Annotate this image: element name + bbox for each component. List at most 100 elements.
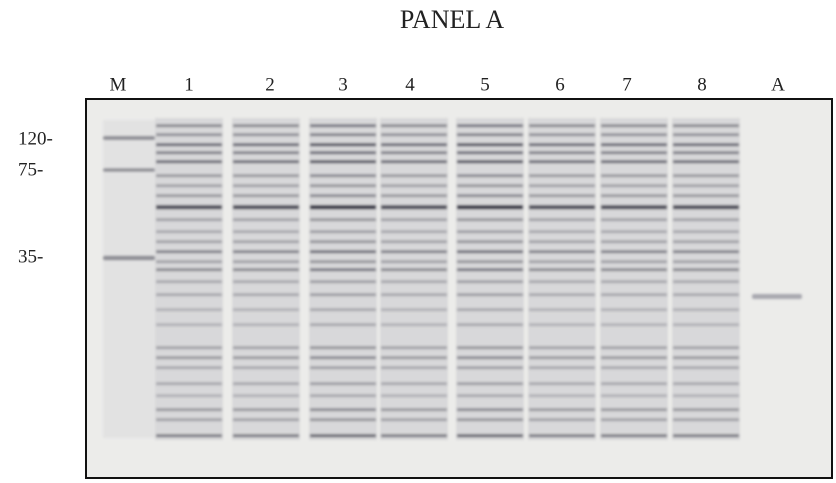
protein-band — [233, 260, 299, 263]
protein-band — [529, 151, 595, 154]
lane-smear — [309, 118, 377, 440]
protein-band — [156, 268, 222, 271]
protein-band — [381, 160, 447, 163]
protein-band — [673, 293, 739, 296]
protein-band — [601, 356, 667, 359]
protein-band — [673, 250, 739, 253]
protein-band — [381, 308, 447, 311]
protein-band — [529, 418, 595, 421]
protein-band — [156, 143, 222, 146]
protein-band — [233, 293, 299, 296]
protein-band — [381, 133, 447, 136]
protein-band — [310, 205, 376, 209]
protein-band — [529, 356, 595, 359]
protein-band — [529, 308, 595, 311]
protein-band — [457, 133, 523, 136]
protein-band — [457, 356, 523, 359]
protein-band — [601, 151, 667, 154]
protein-band — [457, 394, 523, 397]
protein-band — [233, 366, 299, 369]
protein-band — [310, 382, 376, 385]
protein-band — [156, 260, 222, 263]
protein-band — [381, 151, 447, 154]
protein-band — [673, 260, 739, 263]
protein-band — [457, 143, 523, 146]
protein-band — [457, 323, 523, 326]
protein-band — [381, 250, 447, 253]
protein-band — [381, 356, 447, 359]
lane-label: A — [771, 74, 785, 95]
protein-band — [381, 394, 447, 397]
lane-label: 6 — [555, 74, 565, 95]
protein-band — [529, 230, 595, 233]
protein-band — [529, 218, 595, 221]
lane-label: 8 — [697, 74, 707, 95]
lane-smear — [232, 118, 300, 440]
protein-band — [601, 240, 667, 243]
protein-band — [233, 240, 299, 243]
protein-band — [156, 194, 222, 197]
lane-label: 1 — [184, 74, 194, 95]
protein-band — [310, 151, 376, 154]
marker-label: 35- — [18, 246, 43, 267]
protein-band — [156, 434, 222, 437]
protein-band — [381, 280, 447, 283]
protein-band — [381, 230, 447, 233]
protein-band — [529, 194, 595, 197]
protein-band — [529, 184, 595, 187]
protein-band — [457, 205, 523, 209]
protein-band — [673, 280, 739, 283]
protein-band — [529, 250, 595, 253]
lane-label: 5 — [480, 74, 490, 95]
protein-band — [601, 218, 667, 221]
protein-band — [673, 418, 739, 421]
protein-band — [156, 133, 222, 136]
protein-band — [156, 218, 222, 221]
protein-band — [673, 151, 739, 154]
protein-band — [673, 268, 739, 271]
protein-band — [233, 418, 299, 421]
protein-band — [601, 394, 667, 397]
protein-band — [233, 382, 299, 385]
protein-band — [233, 194, 299, 197]
protein-band — [310, 218, 376, 221]
protein-band — [233, 151, 299, 154]
protein-band — [529, 434, 595, 437]
protein-band — [601, 194, 667, 197]
panel-title: PANEL A — [400, 5, 504, 34]
protein-band — [601, 408, 667, 411]
protein-band — [381, 408, 447, 411]
protein-band — [156, 418, 222, 421]
protein-band — [156, 356, 222, 359]
protein-band — [673, 240, 739, 243]
protein-band — [601, 346, 667, 349]
protein-band — [673, 133, 739, 136]
protein-band — [156, 151, 222, 154]
protein-band — [601, 382, 667, 385]
protein-band — [156, 230, 222, 233]
protein-band — [381, 205, 447, 209]
protein-band — [233, 205, 299, 209]
protein-band — [381, 382, 447, 385]
protein-band — [233, 356, 299, 359]
protein-band — [457, 160, 523, 163]
protein-band — [381, 143, 447, 146]
protein-band — [310, 394, 376, 397]
protein-band — [310, 356, 376, 359]
protein-band — [457, 218, 523, 221]
protein-band — [233, 434, 299, 437]
protein-band — [156, 124, 222, 127]
protein-band — [381, 194, 447, 197]
protein-band — [529, 366, 595, 369]
protein-band — [156, 240, 222, 243]
protein-band — [673, 308, 739, 311]
lane-label: 4 — [405, 74, 415, 95]
protein-band — [673, 366, 739, 369]
protein-band — [673, 218, 739, 221]
gel-figure: PANEL A M12345678A120-75-35- — [0, 0, 836, 483]
protein-band — [310, 230, 376, 233]
protein-band — [601, 280, 667, 283]
protein-band — [601, 184, 667, 187]
protein-band — [156, 366, 222, 369]
protein-band — [310, 184, 376, 187]
